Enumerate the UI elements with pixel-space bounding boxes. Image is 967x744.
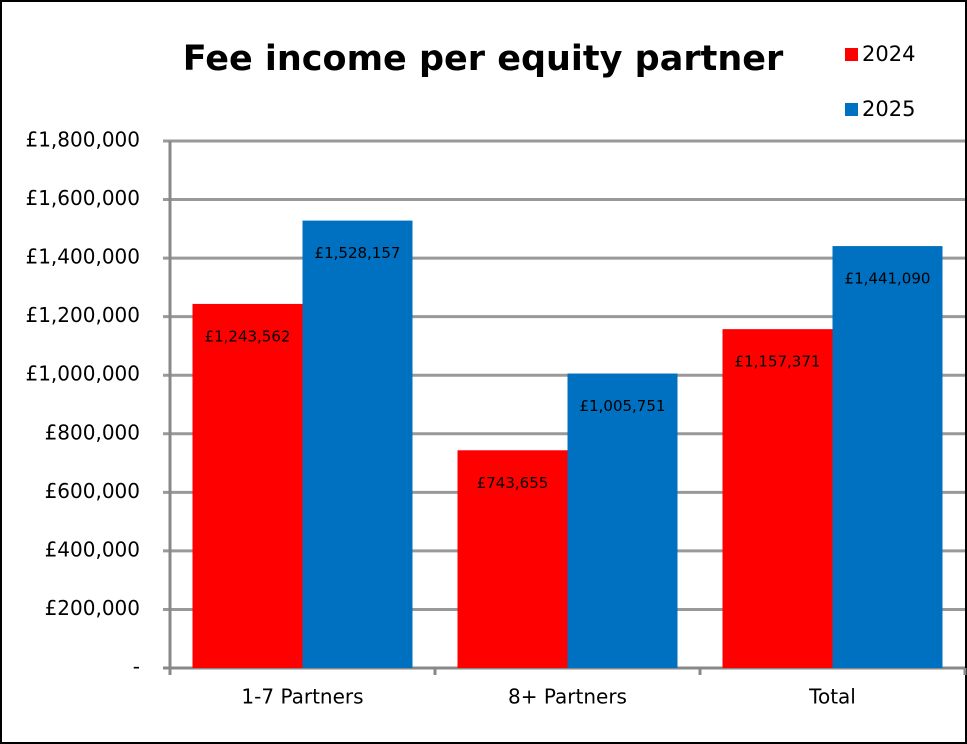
- x-tick-label: 1-7 Partners: [241, 685, 363, 709]
- legend-swatch: [845, 48, 858, 61]
- y-tick-label: £1,600,000: [25, 186, 140, 210]
- y-tick-label: -: [133, 655, 140, 679]
- y-tick-label: £200,000: [45, 596, 140, 620]
- data-label: £1,243,562: [205, 327, 291, 345]
- bar: [457, 450, 568, 668]
- bar: [722, 329, 833, 668]
- data-label: £1,441,090: [845, 270, 931, 288]
- legend-label: 2025: [862, 97, 915, 121]
- legend-label: 2024: [862, 42, 915, 66]
- y-tick-label: £600,000: [45, 479, 140, 503]
- y-tick-label: £1,400,000: [25, 245, 140, 269]
- y-tick-label: £800,000: [45, 420, 140, 444]
- data-label: £1,005,751: [580, 397, 666, 415]
- y-tick-label: £400,000: [45, 537, 140, 561]
- data-label: £1,157,371: [735, 353, 821, 371]
- bar: [192, 303, 303, 668]
- data-label: £743,655: [477, 474, 549, 492]
- legend-swatch: [845, 103, 858, 116]
- bar: [567, 373, 678, 668]
- x-tick-label: Total: [808, 685, 856, 709]
- bar: [832, 246, 943, 668]
- y-tick-label: £1,800,000: [25, 128, 140, 152]
- chart-title: Fee income per equity partner: [183, 39, 784, 79]
- data-label: £1,528,157: [315, 244, 401, 262]
- bar: [302, 220, 413, 668]
- y-tick-label: £1,000,000: [25, 362, 140, 386]
- y-tick-label: £1,200,000: [25, 303, 140, 327]
- x-tick-label: 8+ Partners: [508, 685, 627, 709]
